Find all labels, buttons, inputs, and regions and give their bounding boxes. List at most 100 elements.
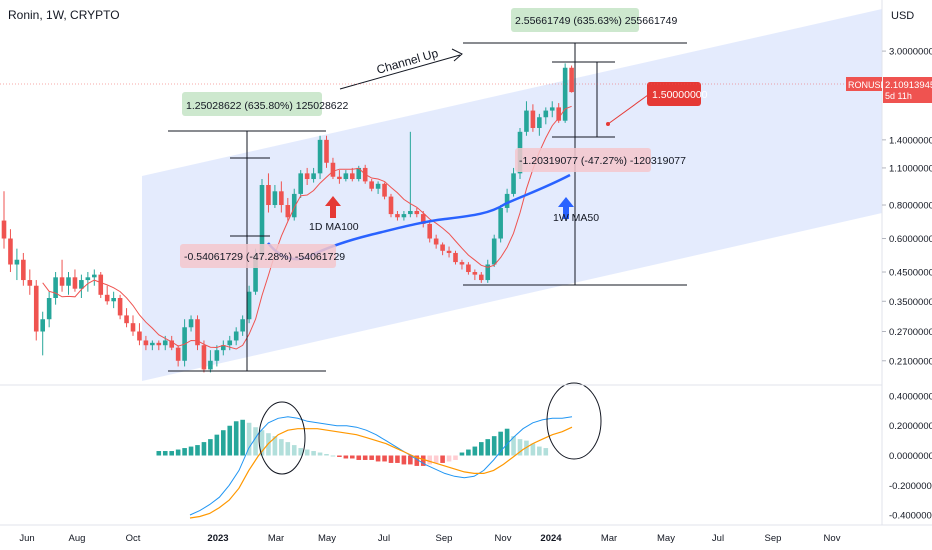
candle-body [279,191,284,206]
candle-body [92,274,97,278]
macd-histogram-bar [214,434,220,456]
candle-body [350,173,355,180]
time-tick-label: Aug [69,533,86,544]
macd-tick-label: 0.00000000 [889,451,932,462]
macd-histogram-bar [382,455,387,462]
macd-histogram-bar [337,455,342,457]
price-tag-value: 2.10913945 [885,80,932,91]
candle-body [79,280,84,289]
macd-histogram-bar [208,439,213,456]
candle-body [388,196,394,215]
macd-histogram-bar [259,430,265,456]
candle-body [240,319,245,332]
candle-body [143,340,149,346]
macd-histogram-bar [459,452,465,456]
candle-body [382,183,387,197]
time-tick-label: Jul [378,533,390,544]
macd-histogram-bar [246,422,252,456]
macd-histogram-bar [291,445,297,456]
macd-histogram-bar [279,439,284,456]
candle-body [408,210,413,215]
macd-histogram-bar [240,419,245,456]
macd-histogram-bar [446,455,452,462]
candle-body [175,347,181,361]
macd-histogram-bar [188,446,194,456]
macd-histogram-bar [298,448,303,456]
macd-cross-circle-2 [546,382,602,460]
measure-box-1 [182,92,322,116]
candle-body [246,291,252,320]
candle-body [259,185,265,256]
ma50-label: 1W MA50 [553,212,599,224]
candle-body [479,274,484,281]
macd-histogram-bar [304,449,310,456]
candle-body [104,294,110,302]
candle-body [66,277,71,286]
ma100-label: 1D MA100 [309,221,359,233]
candle-body [537,117,542,128]
candle-body [1,220,7,239]
candle-body [369,181,374,189]
ma-red-line [42,105,572,350]
candle-body [124,315,129,324]
candle-body [427,223,432,239]
macd-histogram-bar [543,448,549,456]
candle-body [169,340,174,348]
macd-histogram-bar [324,454,329,456]
candle-body [137,331,142,341]
candle-body [466,264,471,273]
time-tick-label: Sep [436,533,453,544]
measure-label-4: -1.20319077 (-47.27%) -120319077 [519,155,686,167]
macd-histogram-bar [162,451,168,456]
macd-histogram-bar [453,455,458,460]
macd-histogram-bar [221,430,226,456]
measure-label-2: 2.55661749 (635.63%) 255661749 [515,15,677,27]
macd-histogram-bar [511,436,516,456]
macd-histogram-bar [401,455,407,465]
candle-body [311,173,316,180]
time-tick-label: Oct [126,533,141,544]
candle-body [253,255,258,292]
candle-series [1,63,574,373]
macd-histogram-bar [530,443,536,456]
candle-body [227,340,233,346]
macd-histogram-bar [311,451,316,456]
candle-body [511,173,516,194]
candle-body [530,110,536,128]
candle-body [337,176,342,180]
candle-body [117,298,123,316]
time-tick-label: Jul [712,533,724,544]
candle-body [33,285,39,332]
time-tick-label: May [318,533,336,544]
macd-histogram-bar [201,442,207,456]
candle-body [324,139,329,163]
candle-body [485,264,491,281]
macd-histogram-bar [408,455,413,465]
candle-body [162,340,168,346]
macd-histogram-bar [317,452,323,456]
macd-histogram-bar [350,455,355,459]
candle-body [98,274,104,295]
macd-histogram-bar [156,451,162,456]
macd-histogram-bar [182,448,187,456]
candle-body [72,277,78,289]
candle-body [401,214,407,218]
time-tick-label: Sep [765,533,782,544]
candle-body [304,173,310,180]
candle-body [156,342,162,346]
macd-histogram-bar [395,455,400,463]
candle-body [150,342,155,346]
time-tick-label: Nov [824,533,841,544]
target-box[interactable] [647,82,701,106]
candle-body [208,360,213,370]
candle-body [85,277,91,281]
time-axis: Jun Aug Oct 2023 Mar May Jul Sep Nov 2024 Mar May Ju… [19,533,840,544]
